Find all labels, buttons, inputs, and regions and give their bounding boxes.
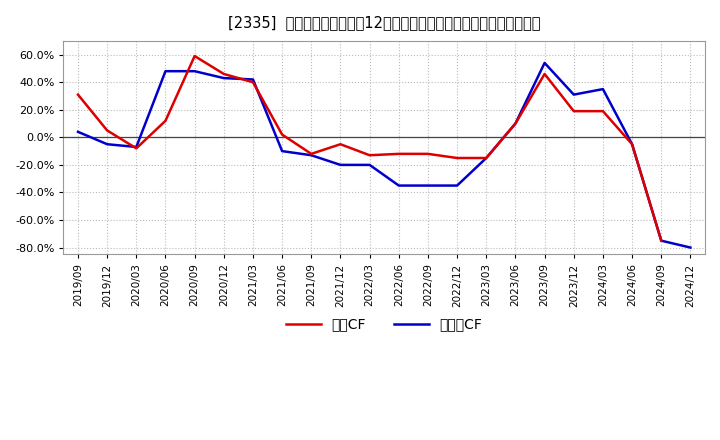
フリーCF xyxy=(511,121,520,126)
営業CF xyxy=(278,132,287,137)
営業CF xyxy=(482,155,490,161)
フリーCF xyxy=(190,69,199,74)
営業CF xyxy=(598,109,607,114)
フリーCF xyxy=(540,60,549,66)
フリーCF xyxy=(103,142,112,147)
営業CF xyxy=(570,109,578,114)
フリーCF xyxy=(278,148,287,154)
Title: [2335]  キャッシュフローの12か月移動合計の対前年同期増減率の推移: [2335] キャッシュフローの12か月移動合計の対前年同期増減率の推移 xyxy=(228,15,541,30)
フリーCF xyxy=(365,162,374,168)
営業CF xyxy=(132,146,140,151)
フリーCF xyxy=(453,183,462,188)
営業CF xyxy=(336,142,345,147)
フリーCF xyxy=(686,245,695,250)
フリーCF xyxy=(307,153,315,158)
フリーCF xyxy=(220,75,228,81)
営業CF xyxy=(190,53,199,59)
営業CF xyxy=(657,238,665,243)
フリーCF xyxy=(336,162,345,168)
営業CF xyxy=(220,71,228,77)
営業CF xyxy=(628,142,636,147)
フリーCF xyxy=(598,87,607,92)
フリーCF xyxy=(423,183,432,188)
営業CF xyxy=(365,153,374,158)
営業CF xyxy=(161,118,170,124)
フリーCF xyxy=(132,144,140,150)
営業CF xyxy=(248,80,257,85)
営業CF xyxy=(73,92,82,97)
フリーCF xyxy=(628,142,636,147)
フリーCF xyxy=(570,92,578,97)
Line: フリーCF: フリーCF xyxy=(78,63,690,248)
フリーCF xyxy=(657,238,665,243)
営業CF xyxy=(423,151,432,157)
営業CF xyxy=(395,151,403,157)
Legend: 営業CF, フリーCF: 営業CF, フリーCF xyxy=(280,312,488,337)
営業CF xyxy=(540,71,549,77)
Line: 営業CF: 営業CF xyxy=(78,56,661,241)
フリーCF xyxy=(395,183,403,188)
フリーCF xyxy=(248,77,257,82)
営業CF xyxy=(307,151,315,157)
営業CF xyxy=(103,128,112,133)
フリーCF xyxy=(482,155,490,161)
フリーCF xyxy=(161,69,170,74)
営業CF xyxy=(511,121,520,126)
フリーCF xyxy=(73,129,82,135)
営業CF xyxy=(453,155,462,161)
